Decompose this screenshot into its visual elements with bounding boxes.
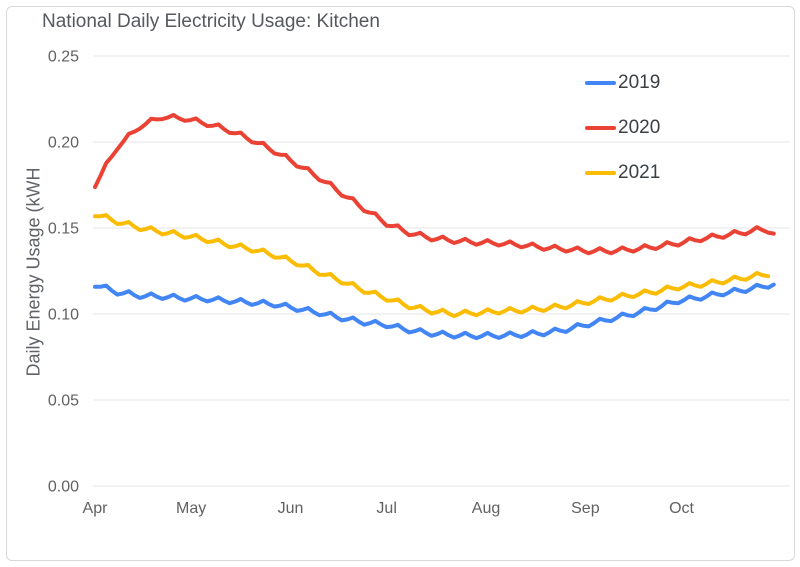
series-line-2019	[93, 282, 776, 341]
legend-swatch-2021	[585, 171, 616, 175]
series-line-2020	[93, 112, 776, 256]
legend: 2019 2020 2021	[585, 73, 660, 183]
y-tick-label-0.05: 0.05	[48, 393, 79, 410]
x-tick-label-Apr: Apr	[83, 500, 109, 517]
y-tick-label-0.25: 0.25	[48, 49, 79, 66]
legend-item-2021[interactable]: 2021	[585, 163, 660, 183]
legend-label-2020: 2020	[618, 117, 661, 138]
x-tick-label-May: May	[176, 500, 206, 517]
y-tick-label-0.20: 0.20	[48, 135, 79, 152]
x-tick-label-Sep: Sep	[571, 500, 600, 517]
chart-title: National Daily Electricity Usage: Kitche…	[42, 11, 380, 32]
y-tick-label-0.00: 0.00	[48, 479, 79, 496]
x-tick-label-Aug: Aug	[472, 500, 500, 517]
legend-item-2019[interactable]: 2019	[585, 73, 660, 93]
x-tick-label-Jun: Jun	[278, 500, 304, 517]
x-tick-label-Jul: Jul	[376, 500, 396, 517]
y-tick-label-0.15: 0.15	[48, 221, 79, 238]
legend-label-2019: 2019	[618, 72, 661, 93]
legend-swatch-2020	[585, 126, 616, 130]
y-tick-label-0.10: 0.10	[48, 307, 79, 324]
legend-label-2021: 2021	[618, 162, 661, 183]
series-line-2021	[93, 213, 771, 319]
x-tick-label-Oct: Oct	[669, 500, 694, 517]
chart-card	[6, 6, 795, 561]
legend-swatch-2019	[585, 81, 616, 85]
legend-item-2020[interactable]: 2020	[585, 118, 660, 138]
